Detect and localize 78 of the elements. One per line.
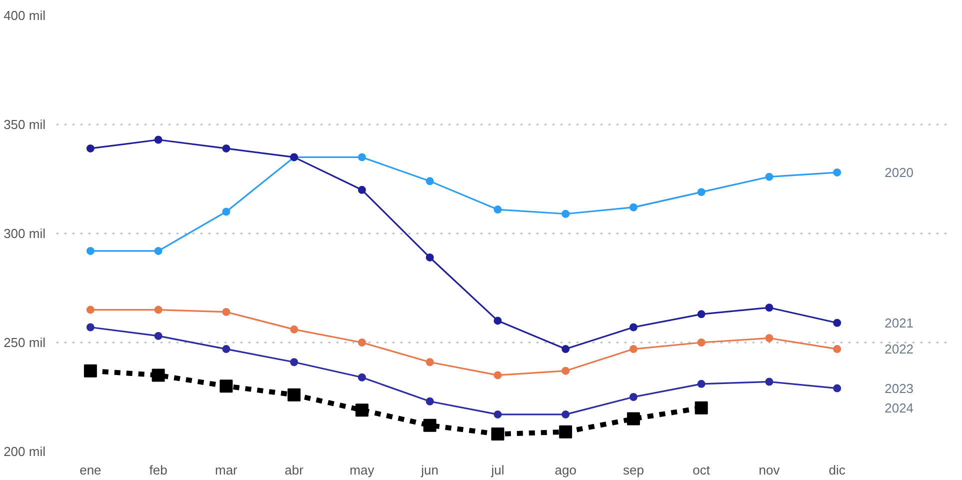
- x-tick-label: jun: [420, 462, 439, 478]
- point: [494, 316, 502, 325]
- point: [154, 246, 162, 255]
- x-tick-label: ago: [554, 462, 576, 478]
- point: [358, 186, 366, 194]
- point: [562, 210, 570, 218]
- point: [154, 306, 162, 314]
- point: [833, 384, 842, 392]
- point: [765, 304, 774, 312]
- point: [559, 425, 572, 438]
- point: [629, 345, 638, 354]
- y-tick-label: 250 mil: [4, 335, 46, 350]
- text: 2022: [884, 342, 914, 357]
- point: [694, 401, 708, 414]
- point: [426, 358, 434, 366]
- x-tick-label: nov: [758, 462, 780, 478]
- point: [697, 338, 706, 346]
- point: [833, 345, 842, 354]
- x-tick-label: ene: [80, 462, 102, 478]
- point: [220, 380, 233, 393]
- point: [154, 332, 162, 340]
- y-tick-label: 200 mil: [4, 444, 46, 459]
- x-tick-label: jul: [490, 462, 504, 478]
- y-tick-label: 350 mil: [4, 117, 46, 132]
- x-tick-label: dic: [828, 462, 846, 478]
- point: [86, 246, 94, 255]
- text: 2024: [884, 400, 914, 416]
- point: [426, 253, 434, 262]
- point: [833, 318, 842, 327]
- point: [86, 144, 94, 152]
- point: [222, 308, 230, 316]
- x-tick-label: abr: [284, 462, 304, 478]
- point: [494, 371, 502, 380]
- x-tick-label: oct: [692, 462, 710, 478]
- point: [697, 188, 706, 196]
- text: 2020: [884, 164, 914, 180]
- point: [562, 345, 570, 354]
- point: [358, 373, 366, 382]
- text: 2021: [884, 315, 914, 330]
- point: [697, 310, 706, 318]
- x-tick-label: mar: [215, 462, 238, 478]
- x-tick-label: feb: [149, 462, 168, 478]
- x-tick-label: may: [350, 462, 375, 478]
- point: [84, 364, 97, 378]
- point: [358, 153, 366, 162]
- point: [426, 177, 434, 186]
- point: [423, 418, 436, 432]
- point: [629, 393, 638, 401]
- point: [154, 136, 162, 144]
- point: [290, 358, 298, 366]
- x-tick-label: sep: [622, 462, 644, 478]
- point: [290, 325, 298, 334]
- point: [494, 206, 502, 214]
- point: [833, 168, 842, 176]
- point: [358, 338, 366, 346]
- point: [222, 208, 230, 216]
- text: 2023: [884, 380, 914, 396]
- point: [626, 412, 640, 426]
- point: [697, 380, 706, 388]
- point: [765, 172, 774, 181]
- point: [152, 368, 165, 382]
- point: [426, 397, 434, 406]
- point: [86, 306, 94, 314]
- point: [562, 410, 570, 418]
- y-tick-label: 300 mil: [4, 226, 46, 241]
- point: [765, 378, 774, 386]
- point: [491, 428, 504, 441]
- point: [355, 404, 368, 417]
- point: [86, 323, 94, 332]
- point: [222, 345, 230, 354]
- point: [494, 410, 502, 418]
- point: [629, 323, 638, 332]
- point: [629, 203, 638, 212]
- point: [562, 366, 570, 375]
- point: [288, 388, 301, 402]
- point: [765, 334, 774, 342]
- y-tick-label: 400 mil: [4, 8, 46, 23]
- point: [222, 144, 230, 152]
